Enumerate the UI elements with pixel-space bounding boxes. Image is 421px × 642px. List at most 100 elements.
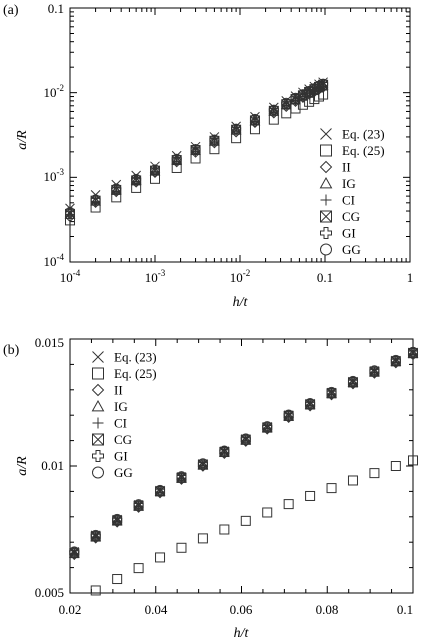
panel-b-legend-item: IG: [91, 399, 128, 414]
panel-b-legend-item: II: [91, 383, 123, 398]
data-point: [390, 461, 401, 471]
data-point: [326, 483, 337, 494]
legend-marker: [320, 243, 332, 256]
data-point: [408, 346, 418, 357]
legend-marker: [91, 399, 105, 412]
data-point: [112, 513, 123, 524]
data-point: [69, 549, 80, 561]
legend-label: Eq. (25): [342, 143, 385, 158]
data-point: [90, 529, 101, 540]
legend-marker: [92, 351, 104, 363]
panel-a-x-tick-label: 10-2: [230, 268, 251, 285]
data-point: [309, 83, 320, 94]
data-point: [197, 461, 209, 472]
panel-a-y-tick-label: 10-3: [44, 167, 65, 184]
legend-label: II: [342, 160, 351, 175]
panel-a-legend-item: IG: [319, 176, 356, 191]
panel-b-legend-item: Eq. (25): [92, 366, 157, 381]
data-point: [65, 206, 75, 217]
data-point: [176, 542, 187, 553]
panel-a-series-gg: [65, 78, 329, 217]
data-point: [369, 368, 380, 379]
panel-b-y-axis-label: a/R: [15, 456, 30, 476]
data-point: [190, 144, 201, 155]
legend-label: GI: [342, 226, 356, 241]
panel-a-legend-item: CG: [320, 209, 360, 224]
data-point: [111, 517, 123, 528]
legend-marker: [320, 210, 332, 223]
panel-a-series-eq-25: [65, 89, 329, 226]
panel-a-x-tick-labels: 10-4 10-3 10-2 0.1 1: [60, 268, 414, 285]
data-point: [90, 585, 101, 596]
data-point: [390, 357, 402, 369]
legend-label: Eq. (23): [342, 127, 385, 142]
data-point: [347, 375, 358, 386]
legend-label: CI: [114, 416, 127, 431]
data-point: [262, 421, 273, 432]
legend-marker: [92, 433, 104, 446]
panel-b-x-tick-label: 0.04: [145, 602, 168, 617]
data-point: [369, 468, 380, 479]
data-point: [154, 487, 166, 499]
panel-a-y-tick-labels: 10-4 10-3 10-2 0.1: [44, 1, 65, 269]
panel-a-label: (a): [3, 3, 19, 18]
panel-b-x-axis-label: h/t: [234, 626, 250, 641]
data-point: [304, 401, 316, 412]
legend-marker: [320, 128, 332, 140]
panel-b-x-tick-label: 0.06: [230, 602, 253, 617]
panel-b-linear-chart: (b) 0.02 0.04 0.06 0.08 0.1 0.005 0.01 0…: [3, 335, 419, 641]
panel-a-log-log-chart: (a) 10-4 10-3 10-2 0.1 1 10-4 10-3 10-2 …: [3, 1, 413, 310]
panel-b-data-marks: [68, 346, 419, 596]
legend-label: CI: [342, 193, 355, 208]
data-point: [219, 448, 230, 460]
data-point: [131, 173, 142, 184]
panel-b-y-tick-label: 0.01: [41, 458, 64, 473]
panel-a-ticks: [69, 8, 410, 263]
data-point: [318, 78, 329, 89]
panel-b-y-tick-label: 0.005: [35, 585, 64, 600]
data-point: [111, 183, 122, 194]
panel-a-data-marks: [64, 77, 329, 226]
panel-a-x-tick-label: 10-4: [60, 268, 81, 285]
panel-a-x-tick-label: 10-3: [145, 268, 166, 285]
legend-label: GG: [114, 465, 133, 480]
legend-label: GI: [114, 449, 128, 464]
legend-marker: [320, 194, 332, 206]
panel-b-legend-item: CI: [92, 416, 127, 431]
data-point: [283, 499, 294, 510]
legend-label: CG: [342, 209, 360, 224]
data-point: [347, 475, 358, 486]
panel-b-y-tick-label: 0.015: [35, 335, 64, 350]
data-point: [176, 471, 187, 482]
data-point: [133, 502, 144, 513]
data-point: [262, 507, 273, 518]
panel-b-legend-item: GI: [92, 449, 128, 464]
panel-b-ticks: [69, 338, 414, 594]
data-point: [240, 515, 251, 526]
panel-a-legend-item: Eq. (23): [320, 127, 385, 142]
data-point: [112, 574, 123, 585]
panel-a-y-tick-label: 0.1: [48, 1, 64, 16]
legend-marker: [92, 417, 104, 429]
data-point: [304, 85, 315, 96]
legend-label: IG: [114, 399, 128, 414]
panel-a-legend-item: GG: [320, 242, 361, 257]
legend-marker: [319, 176, 333, 189]
data-point: [65, 211, 75, 221]
data-point: [90, 194, 101, 205]
data-point: [219, 524, 230, 535]
panel-b-x-tick-labels: 0.02 0.04 0.06 0.08 0.1: [59, 602, 414, 617]
panel-b-y-tick-labels: 0.005 0.01 0.015: [35, 335, 64, 600]
legend-label: IG: [342, 176, 356, 191]
panel-b-legend-item: CG: [92, 432, 132, 447]
panel-a-x-tick-label: 0.1: [317, 270, 333, 285]
legend-marker: [319, 160, 333, 174]
data-point: [283, 412, 294, 423]
panel-a-legend-item: II: [319, 160, 351, 175]
data-point: [407, 349, 419, 361]
panel-a-legend-item: GI: [320, 226, 356, 241]
data-point: [369, 365, 380, 376]
data-point: [305, 398, 316, 409]
